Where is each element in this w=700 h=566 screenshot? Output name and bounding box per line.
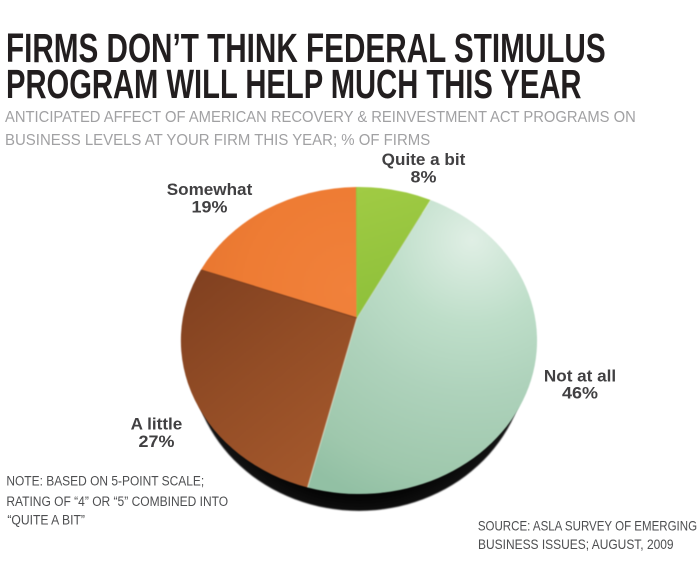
- svg-text:46%: 46%: [562, 383, 598, 402]
- svg-text:8%: 8%: [411, 167, 437, 186]
- svg-text:NOTE: BASED ON 5-POINT SCALE;: NOTE: BASED ON 5-POINT SCALE;: [6, 473, 204, 489]
- svg-text:RATING OF “4” OR “5” COMBINED: RATING OF “4” OR “5” COMBINED INTO: [6, 493, 228, 509]
- svg-text:FIRMS DON’T THINK FEDERAL STIM: FIRMS DON’T THINK FEDERAL STIMULUS: [6, 25, 606, 71]
- svg-text:19%: 19%: [192, 197, 228, 216]
- svg-text:A little: A little: [131, 415, 183, 434]
- svg-text:“QUITE A BIT”: “QUITE A BIT”: [7, 512, 85, 528]
- svg-text:Quite a bit: Quite a bit: [382, 150, 466, 169]
- svg-text:27%: 27%: [139, 431, 175, 450]
- svg-text:PROGRAM WILL HELP MUCH THIS YE: PROGRAM WILL HELP MUCH THIS YEAR: [6, 61, 582, 107]
- svg-text:SOURCE: ASLA SURVEY OF EMERGIN: SOURCE: ASLA SURVEY OF EMERGING: [478, 519, 697, 534]
- svg-text:Not at all: Not at all: [544, 366, 616, 385]
- svg-text:Somewhat: Somewhat: [167, 180, 253, 199]
- svg-text:ANTICIPATED AFFECT OF AMERICAN: ANTICIPATED AFFECT OF AMERICAN RECOVERY …: [5, 108, 636, 126]
- svg-text:BUSINESS ISSUES; AUGUST, 2009: BUSINESS ISSUES; AUGUST, 2009: [478, 536, 674, 552]
- svg-text:BUSINESS LEVELS AT YOUR FIRM T: BUSINESS LEVELS AT YOUR FIRM THIS YEAR; …: [5, 132, 430, 150]
